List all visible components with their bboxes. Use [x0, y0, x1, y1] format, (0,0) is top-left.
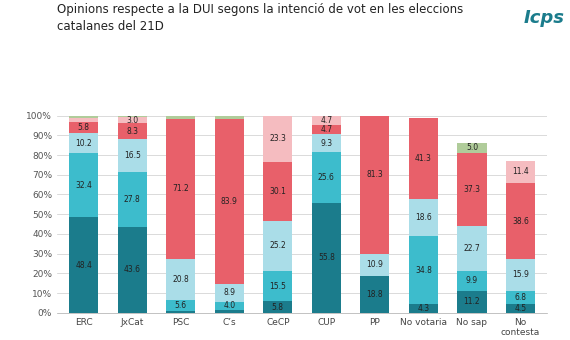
Text: 4.0: 4.0 [223, 301, 235, 310]
Bar [215, 119, 244, 284]
Bar [69, 118, 98, 122]
Bar [215, 284, 244, 302]
Bar [117, 172, 147, 227]
Text: 5.6: 5.6 [174, 301, 187, 310]
Text: 4.3: 4.3 [417, 304, 430, 313]
Bar [457, 153, 487, 226]
Text: 9.3: 9.3 [320, 139, 332, 148]
Text: 41.3: 41.3 [415, 154, 432, 163]
Text: 9.9: 9.9 [466, 276, 478, 286]
Bar [409, 199, 438, 236]
Bar [360, 94, 389, 254]
Bar [117, 116, 147, 117]
Text: 37.3: 37.3 [463, 185, 481, 194]
Bar [117, 227, 147, 313]
Bar [263, 301, 292, 313]
Text: 34.8: 34.8 [415, 266, 432, 274]
Bar [166, 119, 196, 259]
Bar [117, 139, 147, 172]
Text: 4.7: 4.7 [320, 116, 332, 124]
Text: 81.3: 81.3 [367, 170, 383, 178]
Bar [457, 271, 487, 291]
Text: 25.6: 25.6 [318, 173, 335, 182]
Bar [215, 302, 244, 310]
Text: 3.0: 3.0 [126, 116, 139, 125]
Text: 11.2: 11.2 [463, 297, 481, 306]
Bar [312, 115, 341, 125]
Bar [312, 152, 341, 203]
Bar [166, 259, 196, 300]
Text: 20.8: 20.8 [172, 275, 189, 284]
Bar [166, 311, 196, 313]
Text: 15.5: 15.5 [270, 282, 286, 291]
Text: 55.8: 55.8 [318, 253, 335, 262]
Text: 25.2: 25.2 [270, 241, 286, 251]
Text: 5.8: 5.8 [272, 303, 284, 311]
Bar [69, 217, 98, 313]
Text: 27.8: 27.8 [124, 195, 141, 204]
Bar [215, 116, 244, 119]
Bar [117, 123, 147, 139]
Bar [263, 221, 292, 271]
Text: 71.2: 71.2 [172, 185, 189, 193]
Bar [360, 254, 389, 276]
Bar [312, 125, 341, 134]
Bar [409, 118, 438, 199]
Text: Opinions respecte a la DUI segons la intenció de vot en les eleccions
catalanes : Opinions respecte a la DUI segons la int… [57, 3, 463, 33]
Text: 5.8: 5.8 [78, 123, 89, 132]
Bar [457, 226, 487, 271]
Text: 18.8: 18.8 [367, 290, 383, 299]
Bar [409, 304, 438, 313]
Bar [506, 183, 535, 259]
Bar [166, 116, 196, 119]
Text: 32.4: 32.4 [75, 181, 92, 190]
Text: 10.9: 10.9 [367, 260, 384, 270]
Text: 22.7: 22.7 [463, 244, 481, 253]
Bar [69, 153, 98, 217]
Text: 10.2: 10.2 [75, 139, 92, 148]
Text: 23.3: 23.3 [270, 134, 286, 143]
Bar [457, 143, 487, 153]
Text: 83.9: 83.9 [221, 197, 238, 206]
Text: 5.0: 5.0 [466, 143, 478, 152]
Bar [312, 134, 341, 152]
Bar [166, 300, 196, 311]
Bar [506, 290, 535, 304]
Bar [506, 304, 535, 313]
Bar [506, 259, 535, 290]
Bar [457, 291, 487, 313]
Text: 11.4: 11.4 [512, 167, 529, 176]
Bar [69, 133, 98, 153]
Bar [117, 117, 147, 123]
Text: 30.1: 30.1 [270, 187, 286, 196]
Text: 43.6: 43.6 [124, 265, 141, 274]
Text: 8.9: 8.9 [223, 288, 235, 298]
Text: 15.9: 15.9 [512, 270, 529, 279]
Bar [360, 276, 389, 313]
Bar [69, 116, 98, 118]
Text: Icps: Icps [524, 9, 565, 27]
Text: 4.7: 4.7 [320, 125, 332, 134]
Text: 48.4: 48.4 [75, 260, 92, 270]
Bar [263, 162, 292, 221]
Text: 18.6: 18.6 [415, 213, 432, 222]
Bar [312, 203, 341, 313]
Text: 38.6: 38.6 [512, 217, 529, 226]
Bar [409, 236, 438, 304]
Text: 8.3: 8.3 [126, 127, 139, 136]
Text: 6.8: 6.8 [515, 293, 527, 302]
Bar [506, 160, 535, 183]
Text: 4.5: 4.5 [515, 304, 527, 313]
Bar [69, 122, 98, 133]
Bar [263, 116, 292, 162]
Bar [263, 271, 292, 301]
Text: 16.5: 16.5 [124, 151, 141, 160]
Bar [215, 310, 244, 313]
